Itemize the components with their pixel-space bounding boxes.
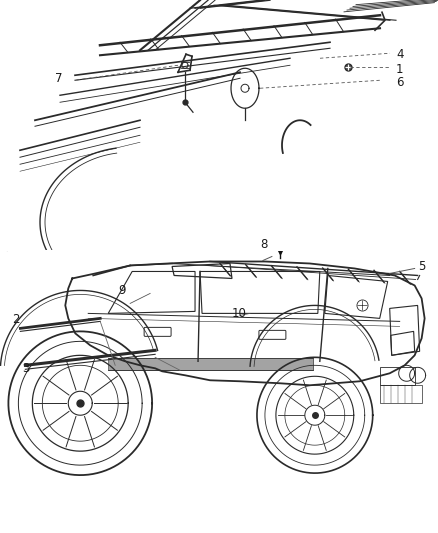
Text: 6: 6 bbox=[396, 76, 403, 89]
Bar bbox=[380, 385, 422, 403]
Text: 9: 9 bbox=[118, 284, 126, 297]
Text: 3: 3 bbox=[22, 362, 30, 375]
Text: 2: 2 bbox=[12, 313, 20, 326]
Bar bbox=[108, 358, 313, 370]
Text: 1: 1 bbox=[396, 63, 403, 76]
Text: 7: 7 bbox=[55, 72, 63, 85]
Text: 4: 4 bbox=[396, 48, 403, 61]
Text: 8: 8 bbox=[261, 238, 268, 251]
Bar bbox=[380, 367, 415, 385]
Bar bbox=[108, 358, 313, 370]
Text: 5: 5 bbox=[418, 260, 425, 273]
Text: 10: 10 bbox=[232, 307, 247, 320]
